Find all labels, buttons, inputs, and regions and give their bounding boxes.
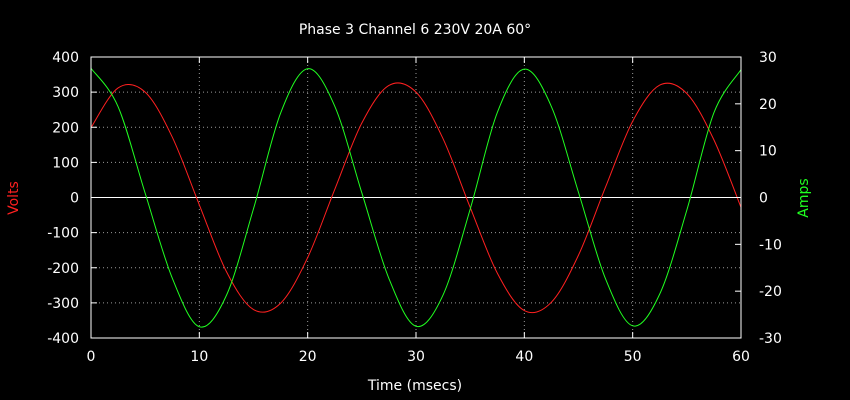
- y-tick-label: -200: [47, 261, 79, 277]
- ticks: 0 10 20 30 40 50 60-400-300-200-10001002003004…: [47, 50, 782, 365]
- chart-title: Phase 3 Channel 6 230V 20A 60°: [299, 22, 531, 38]
- x-tick-label: 40: [515, 349, 533, 365]
- y2-tick-label: -10: [759, 237, 782, 253]
- x-tick-label: 20: [299, 349, 317, 365]
- y-tick-label: 400: [52, 50, 79, 66]
- y2-tick-label: -30: [759, 331, 782, 347]
- y2-tick-label: 0: [759, 191, 768, 207]
- y-tick-label: -300: [47, 296, 79, 312]
- y2-tick-label: -20: [759, 284, 782, 300]
- x-tick-label: 30: [407, 349, 425, 365]
- series-line-amps: [90, 67, 742, 328]
- y2-axis-label: Amps: [796, 178, 812, 217]
- y2-tick-label: 10: [759, 144, 777, 160]
- x-tick-label: 10: [190, 349, 208, 365]
- x-tick-label: 60: [732, 349, 750, 365]
- x-tick-label: 50: [624, 349, 642, 365]
- axes: [90, 56, 742, 339]
- plot-lines: [90, 67, 742, 328]
- y-tick-label: 300: [52, 85, 79, 101]
- y2-tick-label: 30: [759, 50, 777, 66]
- series-line-volts: [90, 82, 742, 314]
- y-tick-label: 100: [52, 155, 79, 171]
- x-tick-label: 0: [87, 349, 96, 365]
- y-axis-label: Volts: [6, 181, 22, 215]
- y-tick-label: -100: [47, 226, 79, 242]
- y-tick-label: -400: [47, 331, 79, 347]
- y-tick-label: 0: [70, 191, 79, 207]
- y-tick-label: 200: [52, 120, 79, 136]
- x-axis-label: Time (msecs): [367, 378, 462, 394]
- y2-tick-label: 20: [759, 97, 777, 113]
